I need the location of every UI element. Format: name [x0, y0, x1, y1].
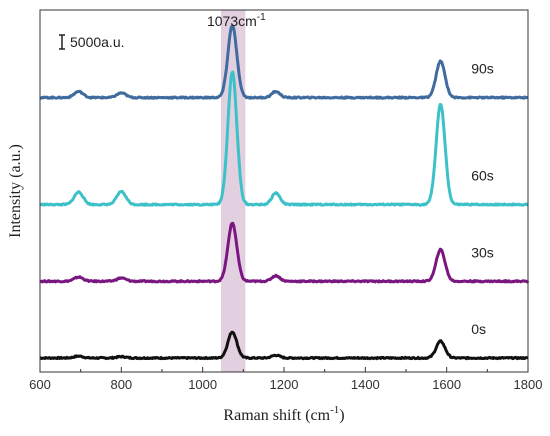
x-axis-title-unit-close: ) [339, 407, 344, 424]
scale-bar-label: 5000a.u. [70, 34, 125, 50]
series-labels: 0s 30s 60s 90s [471, 61, 494, 337]
x-tick-label-1400: 1400 [351, 377, 380, 392]
x-tick-label-1800: 1800 [514, 377, 543, 392]
series-label-30s: 30s [471, 244, 494, 260]
series-line-30s [39, 221, 530, 284]
x-tick-label-1200: 1200 [270, 377, 299, 392]
series-label-0s: 0s [471, 321, 486, 337]
x-axis-title-unit-sup: -1 [330, 404, 339, 416]
highlight-label-sup: -1 [257, 12, 266, 23]
highlight-label-main: 1073cm [207, 13, 257, 29]
x-axis-title: Raman shift (cm-1) [223, 404, 344, 424]
series-line-90s [39, 24, 529, 100]
x-tick-label-600: 600 [29, 377, 51, 392]
scale-bar: 5000a.u. [59, 34, 125, 50]
x-tick-label-800: 800 [110, 377, 132, 392]
series-layer [39, 24, 530, 361]
series-line-60s [39, 70, 529, 207]
x-tick-label-1600: 1600 [432, 377, 461, 392]
series-line-0s [39, 330, 529, 361]
plot-frame [39, 9, 529, 373]
x-axis-ticks: 600 800 1000 1200 1400 1600 1800 [29, 367, 542, 392]
highlight-label: 1073cm-1 [207, 12, 266, 29]
y-axis-title: Intensity (a.u.) [7, 144, 24, 238]
x-axis-title-main: Raman shift [223, 407, 301, 424]
series-label-60s: 60s [471, 168, 494, 184]
x-axis-title-unit: (cm [305, 407, 330, 424]
series-label-90s: 90s [471, 61, 494, 77]
x-tick-label-1000: 1000 [188, 377, 217, 392]
